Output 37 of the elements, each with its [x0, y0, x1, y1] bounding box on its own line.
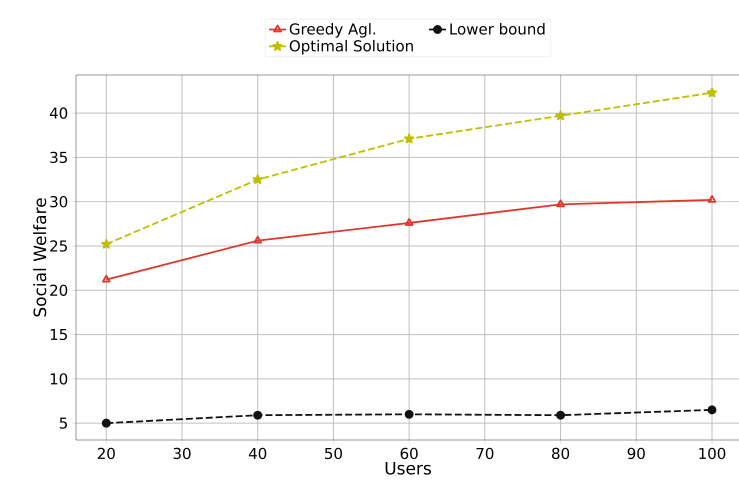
point: [708, 195, 716, 203]
x-tick-label: 20: [98, 448, 115, 460]
point: [708, 405, 716, 414]
y-axis-title: Social Welfare: [33, 198, 46, 317]
x-tick-label: 70: [476, 448, 494, 460]
y-tick-label: 5: [60, 418, 67, 429]
point: [404, 218, 414, 226]
point: [102, 418, 111, 428]
x-tick-label: 80: [552, 448, 570, 460]
x-tick-label: 90: [628, 448, 645, 460]
point: [253, 410, 262, 420]
legend-label: Lower bound: [450, 23, 545, 35]
point: [404, 410, 414, 419]
legend-label: Optimal Solution: [290, 40, 413, 54]
point: [253, 236, 262, 244]
point: [556, 199, 565, 208]
x-tick-label: 40: [248, 448, 266, 460]
y-tick-label: 15: [50, 329, 67, 340]
point: [404, 133, 414, 144]
point: [101, 238, 112, 249]
point: [102, 274, 111, 283]
y-tick-label: 25: [50, 240, 67, 252]
x-tick-label: 50: [325, 448, 342, 460]
y-tick-label: 20: [50, 284, 68, 296]
y-tick-label: 35: [50, 152, 67, 164]
point: [706, 87, 718, 98]
point: [555, 110, 566, 120]
x-tick-label: 60: [400, 448, 418, 460]
y-tick-label: 40: [50, 107, 68, 119]
x-axis-title: Users: [386, 462, 431, 475]
x-tick-label: 30: [174, 448, 191, 460]
y-tick-label: 10: [50, 373, 68, 385]
x-tick-label: 100: [699, 448, 726, 460]
legend-label: Greedy Agl.: [290, 23, 376, 38]
point: [252, 174, 263, 184]
y-tick-label: 30: [50, 196, 68, 208]
point: [556, 410, 566, 420]
